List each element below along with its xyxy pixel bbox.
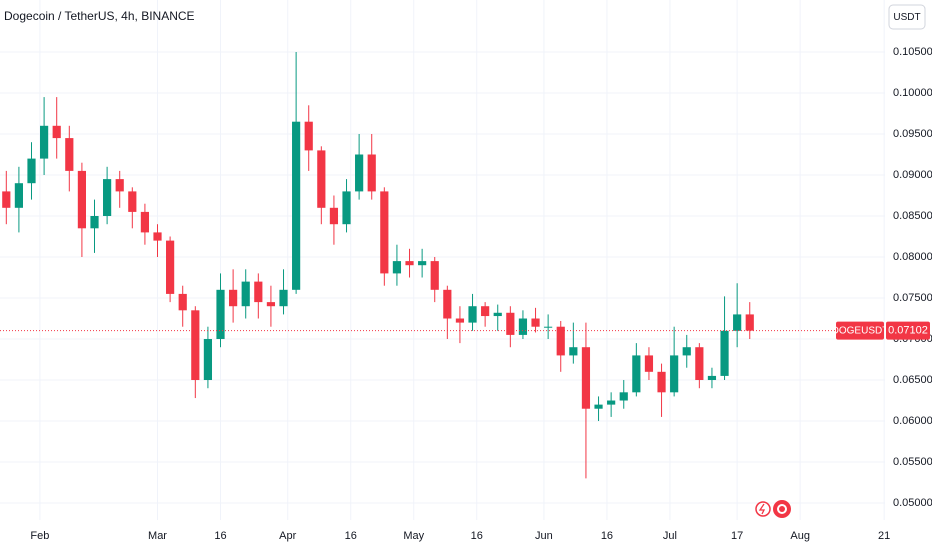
candle-body: [2, 191, 11, 208]
candle-body: [657, 371, 666, 393]
candle-body: [468, 306, 477, 323]
y-tick-label: 0.09000: [893, 169, 932, 181]
y-tick-label: 0.08500: [893, 210, 932, 222]
price-tag-label: 0.07102: [888, 325, 928, 337]
candle-body: [594, 404, 603, 409]
candle-body: [317, 150, 326, 208]
candle-body: [531, 318, 540, 327]
candle-body: [14, 183, 23, 208]
y-tick-label: 0.07500: [893, 292, 932, 304]
candle-body: [191, 310, 200, 381]
currency-label[interactable]: USDT: [893, 12, 920, 23]
candle-body: [279, 289, 288, 307]
candles: [2, 51, 754, 479]
y-tick-label: 0.05000: [893, 497, 932, 509]
candle-body: [52, 125, 61, 139]
candle-body: [455, 318, 465, 323]
x-tick-label: 16: [471, 530, 483, 542]
candle-body: [745, 314, 754, 331]
candle-body: [682, 347, 691, 356]
x-tick-label: Jun: [535, 530, 553, 542]
x-tick-label: Aug: [790, 530, 810, 542]
y-tick-label: 0.06500: [893, 374, 932, 386]
candle-body: [556, 326, 565, 356]
candle-body: [90, 216, 99, 229]
candle-body: [380, 191, 389, 274]
candle-body: [241, 281, 250, 307]
candle-body: [392, 261, 402, 274]
candle-body: [140, 211, 150, 233]
candle-body: [229, 289, 238, 307]
candle-body: [644, 355, 654, 372]
x-tick-label: 16: [345, 530, 357, 542]
y-tick-label: 0.08000: [893, 251, 932, 263]
candle-body: [607, 400, 616, 405]
candle-body: [695, 347, 704, 381]
candle-body: [367, 154, 376, 192]
y-tick-label: 0.06000: [893, 415, 932, 427]
candle-body: [581, 347, 591, 409]
x-tick-label: 21: [878, 530, 890, 542]
candle-body: [342, 191, 351, 225]
price-tag: [886, 321, 930, 340]
candle-body: [115, 179, 124, 192]
logo-icons: [755, 500, 791, 518]
symbol-tag: [836, 321, 884, 340]
candle-body: [203, 339, 213, 381]
candle-body: [481, 306, 490, 317]
y-tick-label: 0.10000: [893, 87, 932, 99]
overlay: 0.050000.055000.060000.065000.070000.075…: [0, 46, 932, 542]
candle-body: [166, 240, 175, 294]
x-tick-label: Apr: [279, 530, 296, 542]
candle-body: [355, 154, 364, 192]
candle-body: [40, 125, 49, 159]
candle-body: [430, 261, 439, 290]
candle-body: [619, 392, 628, 401]
x-tick-label: 17: [731, 530, 743, 542]
candle-body: [493, 312, 502, 317]
candle-body: [405, 261, 414, 266]
candle-body: [216, 289, 225, 340]
candle-body: [103, 179, 112, 217]
candle-body: [569, 347, 578, 356]
currency-button[interactable]: [888, 4, 926, 30]
candle-body: [65, 138, 74, 171]
candle-body: [506, 312, 515, 335]
y-tick-label: 0.05500: [893, 456, 932, 468]
grid: [0, 0, 885, 520]
candle-body: [733, 314, 742, 331]
x-tick-label: May: [403, 530, 424, 542]
candle-body: [292, 121, 301, 290]
candle-body: [518, 318, 528, 335]
x-tick-label: Jul: [663, 530, 677, 542]
candle-body: [418, 261, 427, 266]
x-tick-label: 16: [214, 530, 226, 542]
candle-body: [77, 170, 87, 229]
candle-body: [443, 289, 452, 319]
chart-title: Dogecoin / TetherUS, 4h, BINANCE: [4, 9, 195, 23]
y-tick-label: 0.09500: [893, 128, 932, 140]
candle-body: [304, 121, 313, 151]
x-tick-label: 16: [601, 530, 613, 542]
candle-body: [670, 355, 679, 393]
candle-body: [632, 355, 641, 393]
x-tick-label: Mar: [148, 530, 167, 542]
candle-body: [720, 330, 729, 376]
candle-body: [544, 326, 553, 328]
candle-body: [128, 191, 137, 212]
symbol-tag-label: DOGEUSDT: [832, 325, 889, 336]
candle-body: [178, 293, 187, 311]
x-tick-label: Feb: [30, 530, 49, 542]
candle-body: [707, 375, 717, 381]
candle-body: [266, 302, 276, 307]
y-tick-label: 0.10500: [893, 46, 932, 58]
candle-body: [153, 232, 162, 241]
candle-body: [27, 158, 36, 184]
candle-body: [329, 207, 339, 225]
candle-body: [254, 281, 263, 303]
